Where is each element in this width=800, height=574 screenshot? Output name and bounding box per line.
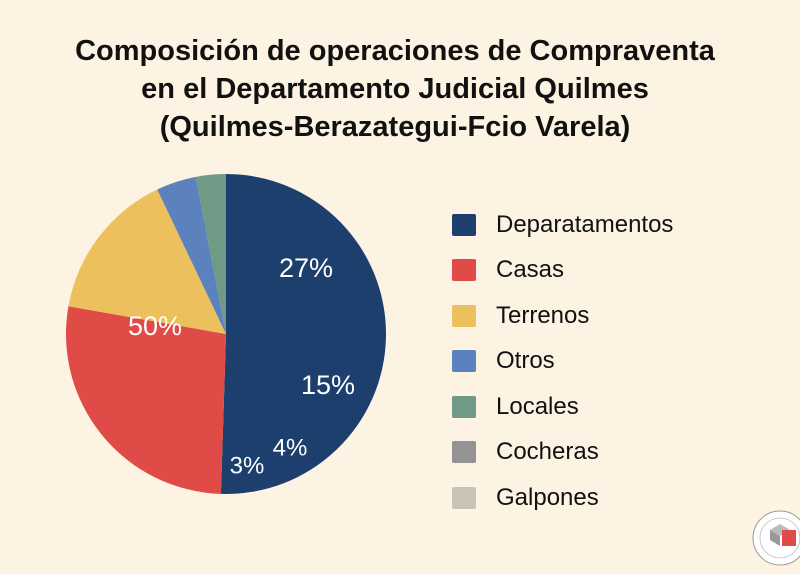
title-line-2: en el Departamento Judicial Quilmes (141, 73, 649, 105)
legend-item: Cocheras (452, 430, 673, 476)
chart-title: Composición de operaciones de Compravent… (0, 32, 790, 146)
data-label-casas: 27% (279, 253, 333, 283)
legend-swatch (452, 213, 476, 236)
pie-slice-locales (195, 174, 226, 334)
data-label-terrenos: 15% (301, 370, 355, 400)
pie-slice-departamentos (220, 174, 386, 494)
pie-slice-terrenos (68, 189, 227, 334)
data-label-otros: 4% (273, 434, 308, 461)
legend-label: Otros (496, 347, 555, 375)
legend-item: Casas (452, 248, 673, 294)
legend-swatch (452, 486, 476, 509)
legend-label: Terrenos (496, 301, 590, 329)
legend-item: Galpones (452, 475, 673, 521)
legend-label: Galpones (496, 483, 599, 511)
legend-swatch (452, 259, 476, 282)
legend: Deparatamentos Casas Terrenos Otros Locales C… (452, 202, 673, 521)
legend-item: Locales (452, 384, 673, 430)
data-label-locales: 3% (230, 452, 265, 479)
legend-label: Casas (496, 256, 565, 284)
title-line-1: Composición de operaciones de Compravent… (75, 35, 715, 67)
legend-item: Otros (452, 339, 673, 385)
data-label-departamentos: 50% (128, 311, 182, 341)
legend-swatch (452, 350, 476, 373)
legend-swatch (452, 441, 476, 464)
legend-label: Locales (496, 392, 579, 420)
legend-label: Cocheras (496, 438, 599, 466)
title-line-3: (Quilmes-Berazategui-Fcio Varela) (159, 111, 631, 143)
legend-swatch (452, 395, 476, 418)
pie-slice-casas (66, 306, 226, 494)
legend-label: Deparatamentos (496, 210, 674, 238)
legend-item: Deparatamentos (452, 202, 673, 248)
college-seal-logo (752, 510, 800, 566)
legend-item: Terrenos (452, 293, 673, 339)
pie-slice-otros (157, 176, 226, 334)
legend-swatch (452, 304, 476, 327)
